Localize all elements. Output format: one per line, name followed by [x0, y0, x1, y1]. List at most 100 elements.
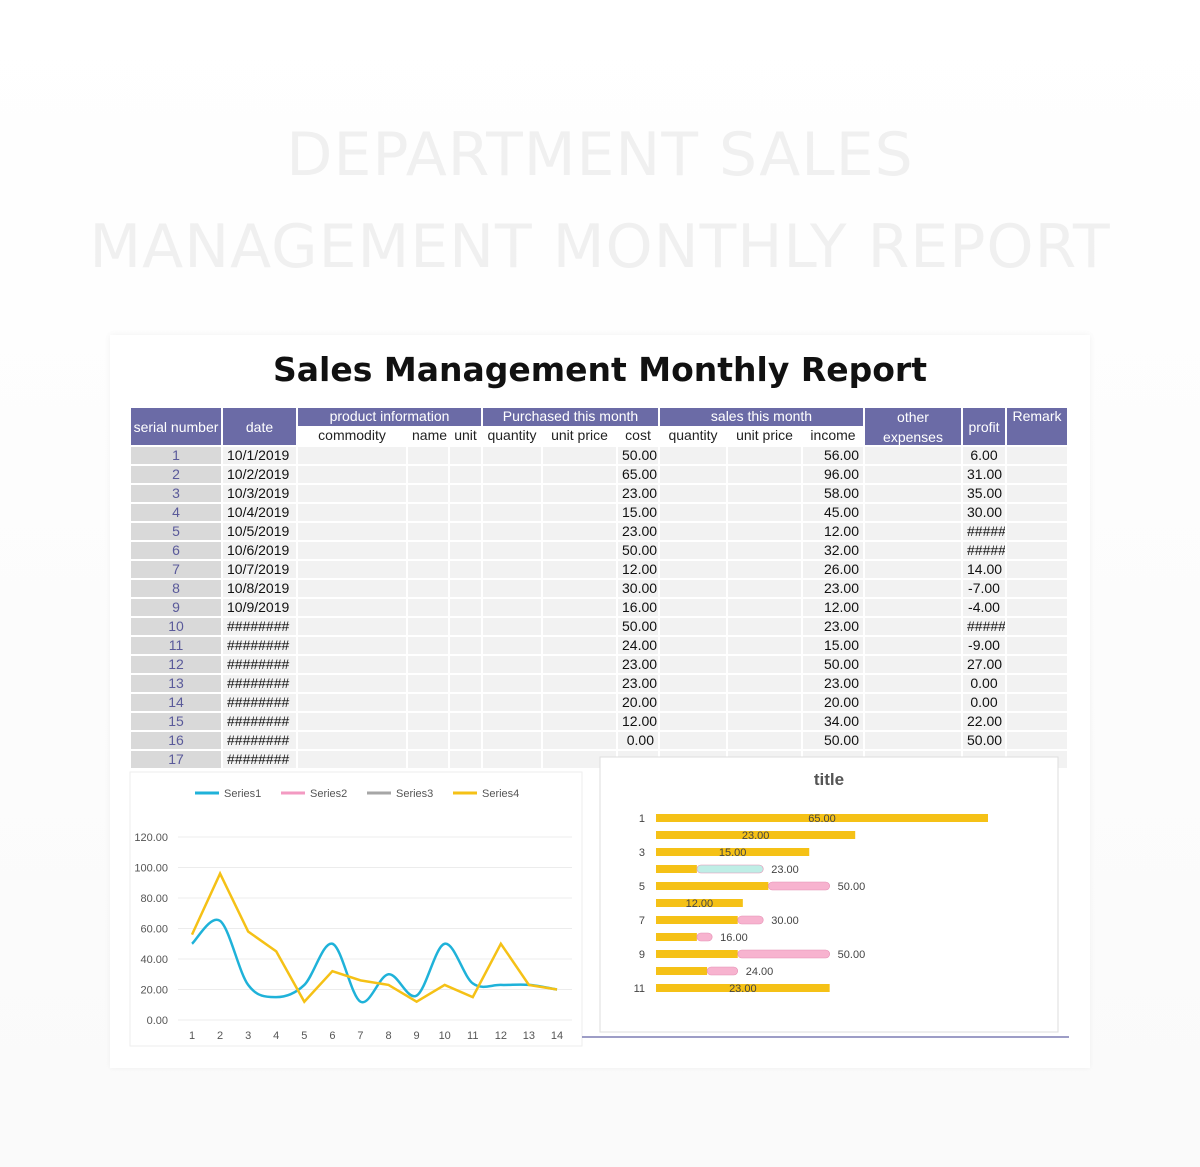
empty-cell	[483, 523, 541, 540]
empty-cell	[408, 713, 448, 730]
empty-cell	[408, 447, 448, 464]
table-cell: 15.00	[803, 637, 863, 654]
table-cell: 23.00	[618, 485, 658, 502]
empty-cell	[408, 694, 448, 711]
empty-cell	[728, 618, 801, 635]
table-cell: 0.00	[963, 694, 1005, 711]
table-cell: 3	[131, 485, 221, 502]
empty-cell	[728, 466, 801, 483]
table-cell: ########	[223, 675, 296, 692]
empty-cell	[483, 656, 541, 673]
table-cell: 10/9/2019	[223, 599, 296, 616]
y-tick-label: 11	[634, 983, 645, 995]
empty-cell	[1007, 561, 1067, 578]
empty-cell	[1007, 447, 1067, 464]
table-cell: ########	[223, 618, 296, 635]
x-tick-label: 5	[301, 1030, 307, 1042]
empty-cell	[483, 618, 541, 635]
empty-cell	[450, 504, 481, 521]
y-tick-label: 7	[639, 915, 645, 927]
line-series	[190, 870, 558, 1004]
header-sub: income	[803, 427, 863, 445]
empty-cell	[1007, 732, 1067, 749]
empty-cell	[865, 656, 961, 673]
table-cell: 10	[131, 618, 221, 635]
bar-segment	[737, 915, 764, 925]
table-cell: ########	[223, 751, 296, 768]
table-cell: 27.00	[963, 656, 1005, 673]
empty-cell	[450, 675, 481, 692]
empty-cell	[408, 751, 448, 768]
table-cell: 23.00	[803, 675, 863, 692]
table-cell: 0.00	[618, 732, 658, 749]
table-cell: 23.00	[618, 675, 658, 692]
page-title: MANAGEMENT MONTHLY REPORT	[89, 212, 1111, 282]
empty-cell	[543, 523, 616, 540]
empty-cell	[728, 580, 801, 597]
line-chart-panel	[129, 771, 583, 1047]
table-cell: 17	[131, 751, 221, 768]
table-cell: 35.00	[963, 485, 1005, 502]
header-sub: name	[408, 427, 448, 445]
bar-label: 15.00	[719, 847, 747, 859]
empty-cell	[298, 542, 406, 559]
table-cell: 14.00	[963, 561, 1005, 578]
x-tick-label: 1	[189, 1030, 195, 1042]
empty-cell	[728, 637, 801, 654]
empty-cell	[408, 599, 448, 616]
empty-cell	[408, 618, 448, 635]
empty-cell	[483, 751, 541, 768]
empty-cell	[298, 637, 406, 654]
empty-cell	[483, 694, 541, 711]
x-tick-label: 10	[439, 1030, 451, 1042]
empty-cell	[865, 542, 961, 559]
x-tick-label: 11	[467, 1030, 478, 1042]
bar-segment	[737, 949, 830, 959]
empty-cell	[483, 637, 541, 654]
line-series	[191, 918, 558, 1004]
empty-cell	[298, 561, 406, 578]
empty-cell	[483, 675, 541, 692]
table-cell: 22.00	[963, 713, 1005, 730]
bar-label: 23.00	[742, 830, 770, 842]
empty-cell	[450, 694, 481, 711]
empty-cell	[865, 523, 961, 540]
empty-cell	[1007, 618, 1067, 635]
bar-label: 50.00	[838, 949, 866, 961]
empty-cell	[660, 732, 726, 749]
empty-cell	[728, 656, 801, 673]
bar-segment	[656, 882, 769, 890]
header-cell: other expenses	[865, 408, 961, 445]
bar-label: 50.00	[838, 881, 866, 893]
empty-cell	[543, 599, 616, 616]
table-cell: 50.00	[803, 732, 863, 749]
empty-cell	[408, 656, 448, 673]
empty-cell	[728, 713, 801, 730]
table-cell: 34.00	[803, 713, 863, 730]
empty-cell	[865, 580, 961, 597]
table-cell: 0.00	[963, 675, 1005, 692]
empty-cell	[483, 542, 541, 559]
bar-label: 65.00	[808, 813, 836, 825]
empty-cell	[483, 732, 541, 749]
table-cell: 6.00	[963, 447, 1005, 464]
table-cell: 2	[131, 466, 221, 483]
header-sub: unit price	[728, 427, 801, 445]
table-cell: 10/3/2019	[223, 485, 296, 502]
table-cell: 45.00	[803, 504, 863, 521]
empty-cell	[1007, 656, 1067, 673]
empty-cell	[1007, 599, 1067, 616]
table-cell: -9.00	[963, 637, 1005, 654]
empty-cell	[450, 618, 481, 635]
empty-cell	[728, 599, 801, 616]
x-tick-label: 7	[357, 1030, 363, 1042]
y-tick-label: 5	[639, 881, 645, 893]
legend-label: Series2	[310, 788, 347, 800]
empty-cell	[450, 447, 481, 464]
header-cell: date	[223, 408, 296, 445]
table-cell: 20.00	[618, 694, 658, 711]
x-tick-label: 12	[495, 1030, 507, 1042]
empty-cell	[660, 504, 726, 521]
empty-cell	[728, 485, 801, 502]
